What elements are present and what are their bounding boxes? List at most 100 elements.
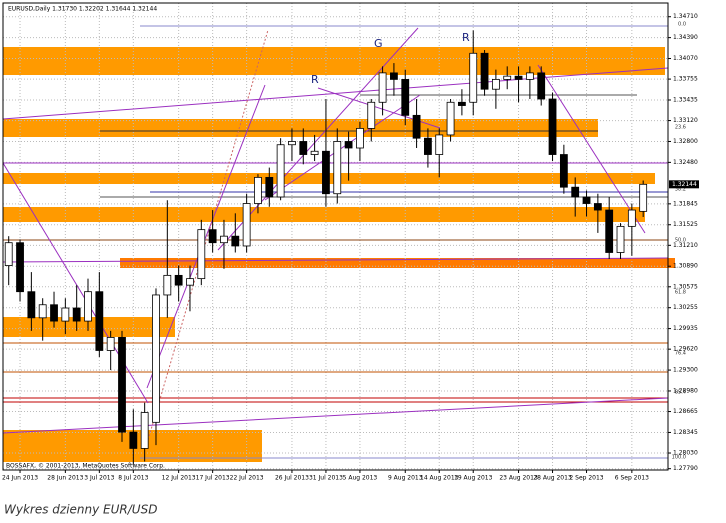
fib-label: 23.6 (675, 125, 686, 131)
last-price-box (669, 180, 699, 189)
candle-body (469, 52, 478, 103)
candle-body (16, 242, 24, 293)
caption: Wykres dzienny EUR/USD (4, 503, 157, 517)
x-tick-label: 22 Jul 2013 (230, 475, 264, 482)
candle-body (72, 307, 81, 322)
candle-body (582, 196, 591, 204)
candle-body (95, 291, 104, 351)
x-tick-label: 28 Aug 2013 (533, 475, 572, 482)
candle-body (537, 72, 546, 100)
y-tick-label: 1.33435 (673, 96, 698, 103)
zone (3, 207, 645, 222)
y-tick-label: 1.29620 (673, 346, 698, 353)
candle-body (38, 304, 47, 319)
candle-body (106, 337, 115, 351)
zone (3, 317, 175, 337)
trend-line (146, 84, 266, 389)
x-tick-label: 12 Jul 2013 (162, 475, 196, 482)
plot-frame (2, 2, 669, 471)
annotation: R (462, 31, 470, 44)
candle-body (412, 114, 421, 139)
zones (3, 47, 675, 462)
candle-body (514, 75, 523, 80)
candle-body (118, 337, 126, 433)
y-tick-label: 1.33120 (673, 117, 698, 124)
fib-label: 61.8 (675, 290, 686, 296)
candle-body (174, 274, 183, 286)
candle-body (254, 176, 262, 204)
y-tick-label: 1.28980 (673, 387, 698, 394)
x-tick-label: 24 Jun 2013 (2, 475, 38, 482)
x-tick-label: 5 Aug 2013 (343, 475, 378, 482)
candle-body (140, 412, 149, 449)
trend-line (2, 257, 669, 263)
y-tick-label: 1.28345 (673, 429, 698, 436)
candle-body (197, 229, 206, 280)
candle-body (299, 141, 308, 155)
candle-body (446, 101, 455, 136)
x-tick-label: 17 Jul 2013 (196, 475, 230, 482)
x-tick-label: 28 Jun 2013 (47, 475, 83, 482)
candles (4, 30, 648, 465)
fib-label: 85.4 (675, 390, 686, 396)
y-tick-label: 1.28030 (673, 450, 698, 457)
x-tick-label: 8 Jul 2013 (118, 475, 148, 482)
candle-body (593, 203, 602, 211)
candle-body (627, 209, 636, 227)
candle-body (61, 307, 70, 322)
candle-body (322, 150, 330, 195)
candle-body (491, 79, 500, 90)
candle-body (265, 176, 274, 198)
candle-body (231, 235, 240, 247)
trend-line (217, 27, 419, 251)
candle-body (152, 294, 160, 423)
zone (3, 119, 598, 137)
y-tick-label: 1.34070 (673, 55, 698, 62)
y-tick-label: 1.33755 (673, 76, 698, 83)
fib-label: 0.0 (678, 22, 686, 28)
annotation: R (311, 73, 319, 86)
x-tick-label: 6 Sep 2013 (615, 475, 649, 482)
candle-body (208, 229, 217, 244)
copyright: BOSSAFX, © 2001-2013, MetaQuotes Softwar… (6, 463, 165, 470)
fib-label: 100.0 (672, 455, 686, 461)
y-tick-label: 1.30575 (673, 283, 698, 290)
y-tick-label: 1.32800 (673, 138, 698, 145)
x-tick-label: 23 Aug 2013 (499, 475, 538, 482)
candle-body (4, 242, 13, 266)
candle-body (356, 128, 364, 149)
candle-body (186, 278, 194, 286)
candle-body (288, 141, 296, 146)
candle-body (27, 291, 36, 319)
candle-body (242, 203, 251, 247)
trend-line (2, 397, 669, 434)
candle-body (525, 72, 534, 80)
y-tick-label: 1.29935 (673, 325, 698, 332)
y-tick-label: 1.31210 (673, 242, 698, 249)
candle-body (390, 72, 398, 80)
fib-line (147, 29, 269, 441)
candle-body (571, 186, 580, 198)
y-tick-label: 1.34390 (673, 34, 698, 41)
annotation: G (374, 37, 383, 50)
candle-body (344, 141, 353, 149)
x-tick-label: 3 Jul 2013 (84, 475, 114, 482)
y-tick-label: 1.28665 (673, 408, 698, 415)
fib-label: 50.0 (675, 238, 686, 244)
candle-body (548, 98, 557, 155)
zone (3, 47, 665, 75)
candle-body (310, 150, 319, 155)
candle-body (559, 154, 568, 188)
x-tick-label: 26 Jul 2013 (275, 475, 309, 482)
candle-body (276, 144, 285, 198)
y-tick-label: 1.27790 (673, 465, 698, 472)
trend-line (537, 64, 646, 234)
candle-body (220, 235, 228, 244)
candle-body (639, 183, 648, 212)
candle-body (129, 431, 138, 449)
y-tick-label: 1.29300 (673, 367, 698, 374)
candle-body (616, 225, 625, 253)
candle-body (333, 141, 342, 195)
y-tick-label: 1.32480 (673, 159, 698, 166)
